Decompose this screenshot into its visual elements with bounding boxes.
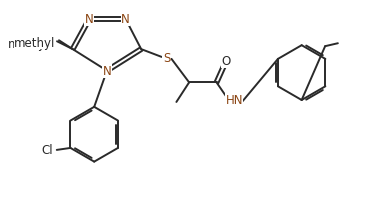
Text: methyl: methyl [14,37,55,50]
Text: O: O [222,55,231,68]
Text: S: S [163,52,170,65]
Text: N: N [85,13,94,26]
Text: HN: HN [225,94,243,107]
Text: N: N [103,65,111,78]
Text: methyl: methyl [8,38,49,50]
Text: N: N [121,13,130,26]
Text: Cl: Cl [41,144,53,157]
